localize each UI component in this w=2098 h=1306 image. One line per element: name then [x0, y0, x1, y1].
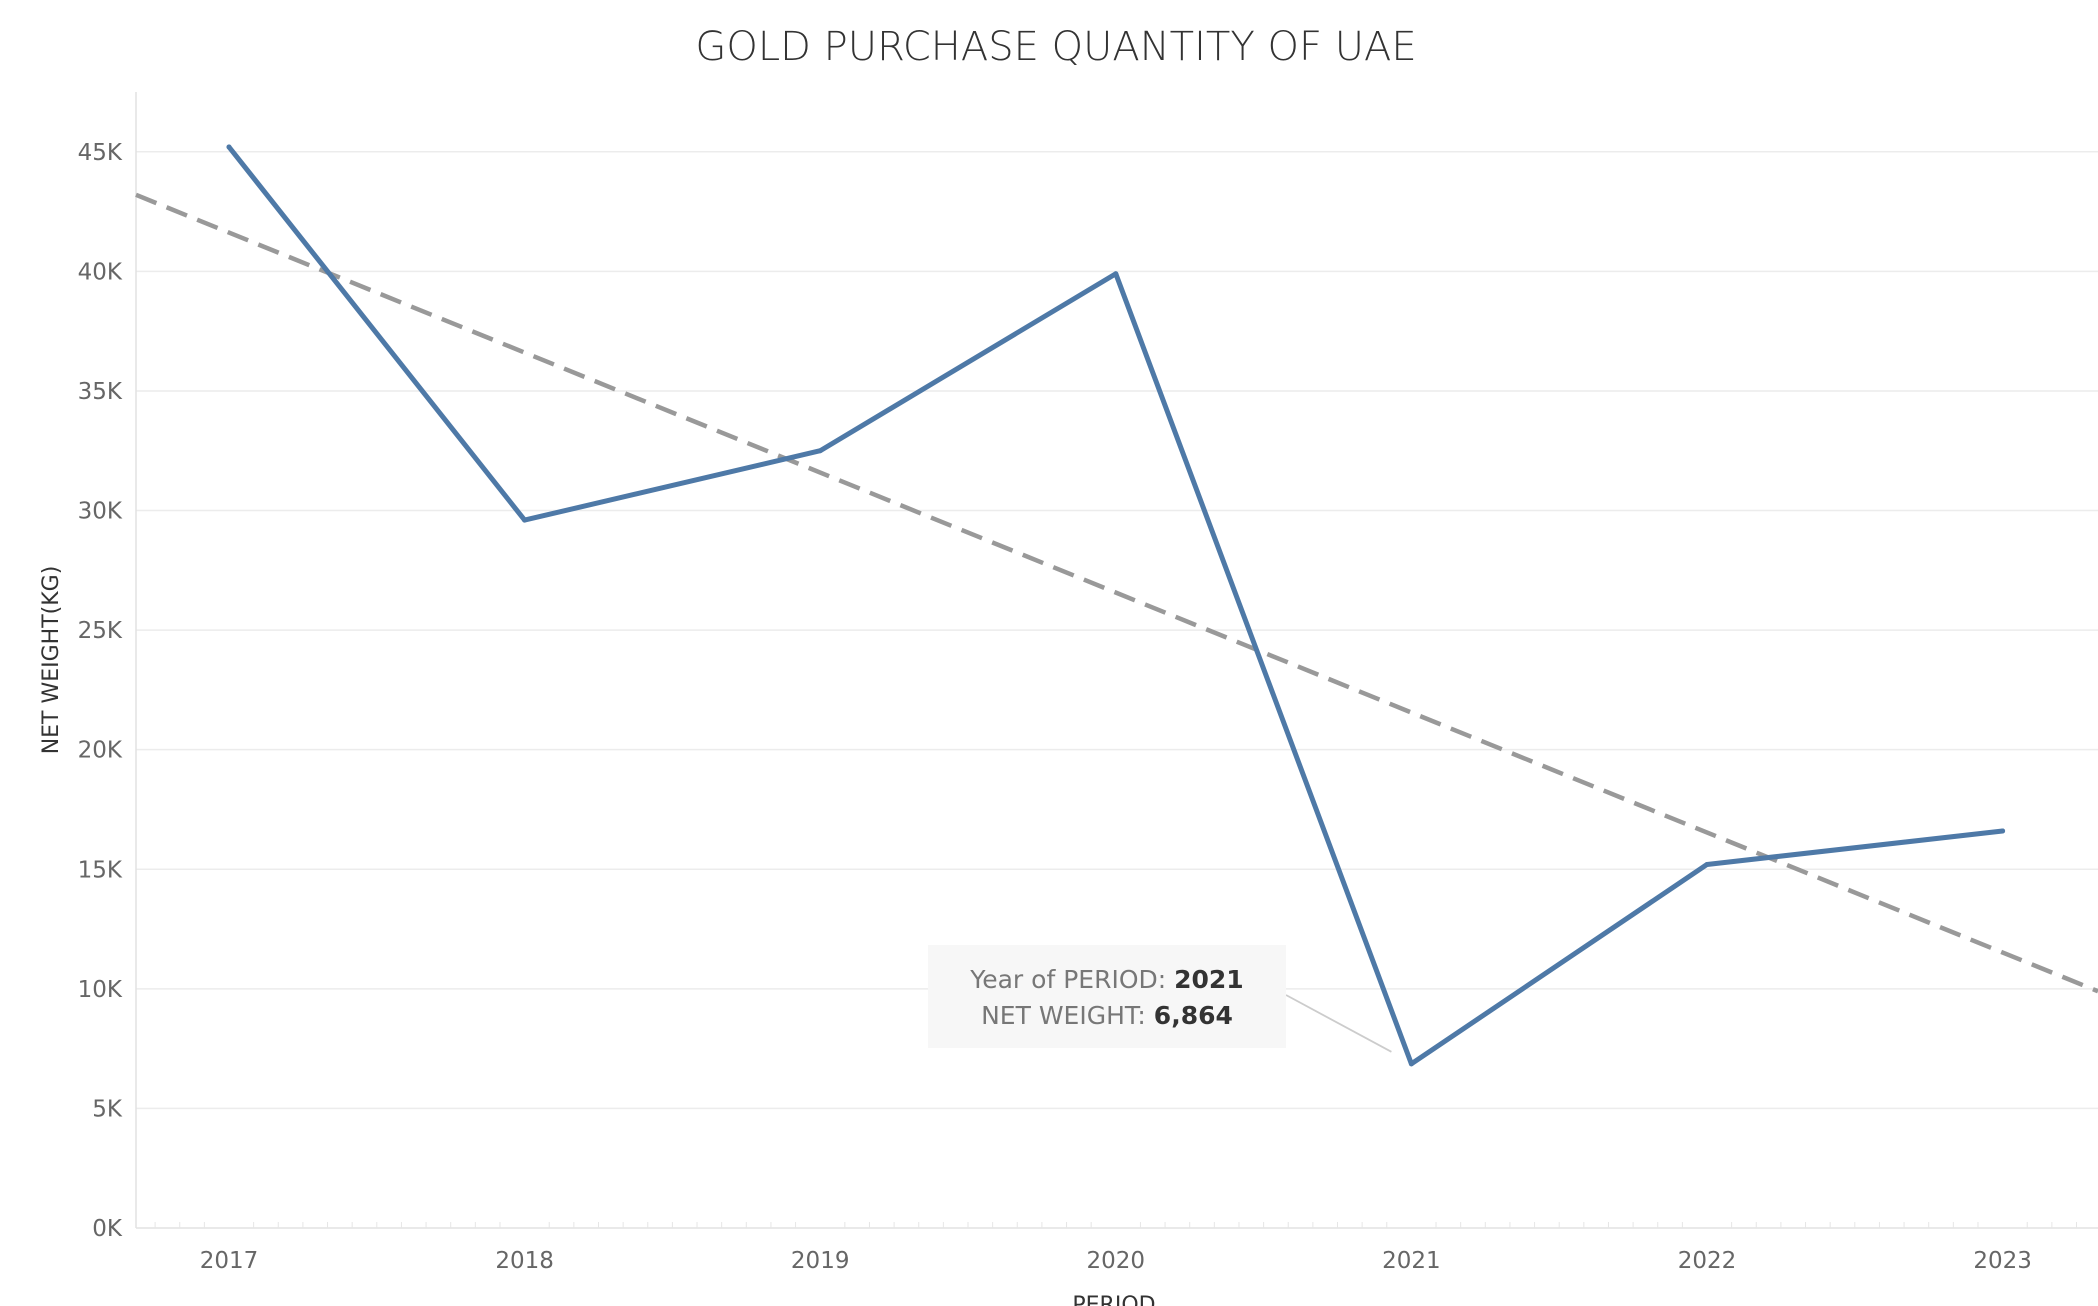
x-tick-label: 2022: [1678, 1248, 1737, 1274]
data-point: [1408, 1061, 1414, 1067]
y-tick-label: 5K: [92, 1096, 123, 1122]
x-tick-label: 2021: [1382, 1248, 1441, 1274]
x-minor-ticks: [154, 1222, 2077, 1228]
tooltip-weight-label: NET WEIGHT:: [981, 1001, 1146, 1030]
y-tick-label: 0K: [92, 1216, 123, 1242]
data-point: [226, 144, 232, 150]
tooltip: Year of PERIOD: 2021 NET WEIGHT: 6,864: [928, 945, 1392, 1053]
y-tick-label: 40K: [78, 259, 123, 285]
data-point: [522, 517, 528, 523]
y-tick-label: 15K: [78, 857, 123, 883]
x-axis-label: PERIOD: [1072, 1293, 1155, 1306]
tooltip-year-line: Year of PERIOD: 2021: [969, 965, 1243, 994]
x-tick-label: 2018: [495, 1248, 554, 1274]
data-point: [1704, 861, 1710, 867]
trend-line: [135, 192, 2098, 994]
y-tick-label: 10K: [78, 977, 123, 1003]
tooltip-leader: [1285, 994, 1392, 1053]
data-point: [1113, 271, 1119, 277]
chart-title: GOLD PURCHASE QUANTITY OF UAE: [695, 24, 1416, 70]
tooltip-box: [928, 945, 1286, 1048]
tooltip-weight-line: NET WEIGHT: 6,864: [981, 1001, 1233, 1030]
x-axis-ticks: 2017 2018 2019 2020 2021 2022 2023: [200, 1248, 2032, 1274]
y-tick-label: 25K: [78, 618, 123, 644]
tooltip-year-value: 2021: [1174, 965, 1244, 994]
series-lines: [226, 144, 2006, 1067]
grid-lines: [136, 151, 2098, 1110]
y-tick-label: 20K: [78, 738, 123, 764]
x-tick-label: 2020: [1087, 1248, 1146, 1274]
x-tick-label: 2019: [791, 1248, 850, 1274]
x-tick-label: 2017: [200, 1248, 259, 1274]
y-tick-label: 35K: [78, 379, 123, 405]
y-tick-label: 45K: [78, 140, 123, 166]
series-line: [226, 144, 2006, 1067]
y-axis-label: NET WEIGHT(KG): [39, 566, 64, 755]
y-tick-label: 30K: [78, 499, 123, 525]
tooltip-year-label: Year of PERIOD:: [969, 965, 1166, 994]
data-point: [2000, 828, 2006, 834]
tooltip-weight-value: 6,864: [1154, 1001, 1233, 1030]
x-tick-label: 2023: [1973, 1248, 2032, 1274]
data-point: [817, 448, 823, 454]
y-axis-ticks: 0K 5K 10K 15K 20K 25K 30K 35K 40K 45K: [78, 140, 123, 1242]
